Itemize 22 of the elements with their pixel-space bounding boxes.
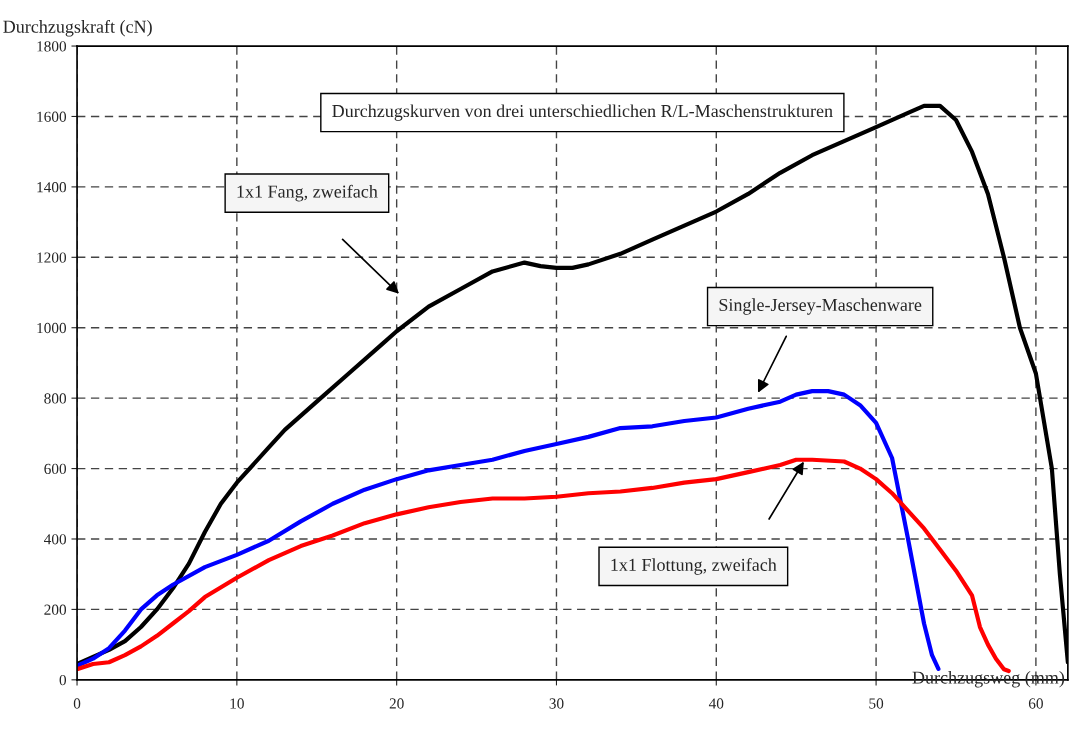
x-tick-label: 10 <box>230 698 244 709</box>
y-axis-title: Durchzugskraft (cN) <box>3 19 152 37</box>
y-tick-label: 1800 <box>37 41 67 52</box>
y-tick-label: 0 <box>59 674 67 686</box>
x-tick-label: 60 <box>1028 698 1043 709</box>
y-tick-label: 1600 <box>37 111 67 122</box>
y-tick-label: 400 <box>44 534 67 545</box>
y-tick-label: 1000 <box>37 322 67 334</box>
y-tick-label: 800 <box>44 393 67 404</box>
annotation: 1x1 Fang, zweifach <box>237 184 378 202</box>
annotation: 1x1 Flottung, zweifach <box>611 558 777 575</box>
x-tick-label: 0 <box>73 698 81 709</box>
x-tick-label: 40 <box>708 698 724 709</box>
x-tick-label: 30 <box>549 698 564 709</box>
text: Durchzugskurven von drei unterschiedlichen R/L-Maschenstrukturen <box>332 104 833 121</box>
x-tick-label: 50 <box>869 698 884 709</box>
annotation: Single-Jersey-Maschenware <box>719 298 922 315</box>
y-tick-label: 1400 <box>37 182 67 193</box>
x-tick-label: 20 <box>389 698 404 709</box>
y-tick-label: 200 <box>44 604 67 615</box>
y-tick-label: 600 <box>44 463 67 475</box>
y-tick-label: 1200 <box>37 252 67 263</box>
